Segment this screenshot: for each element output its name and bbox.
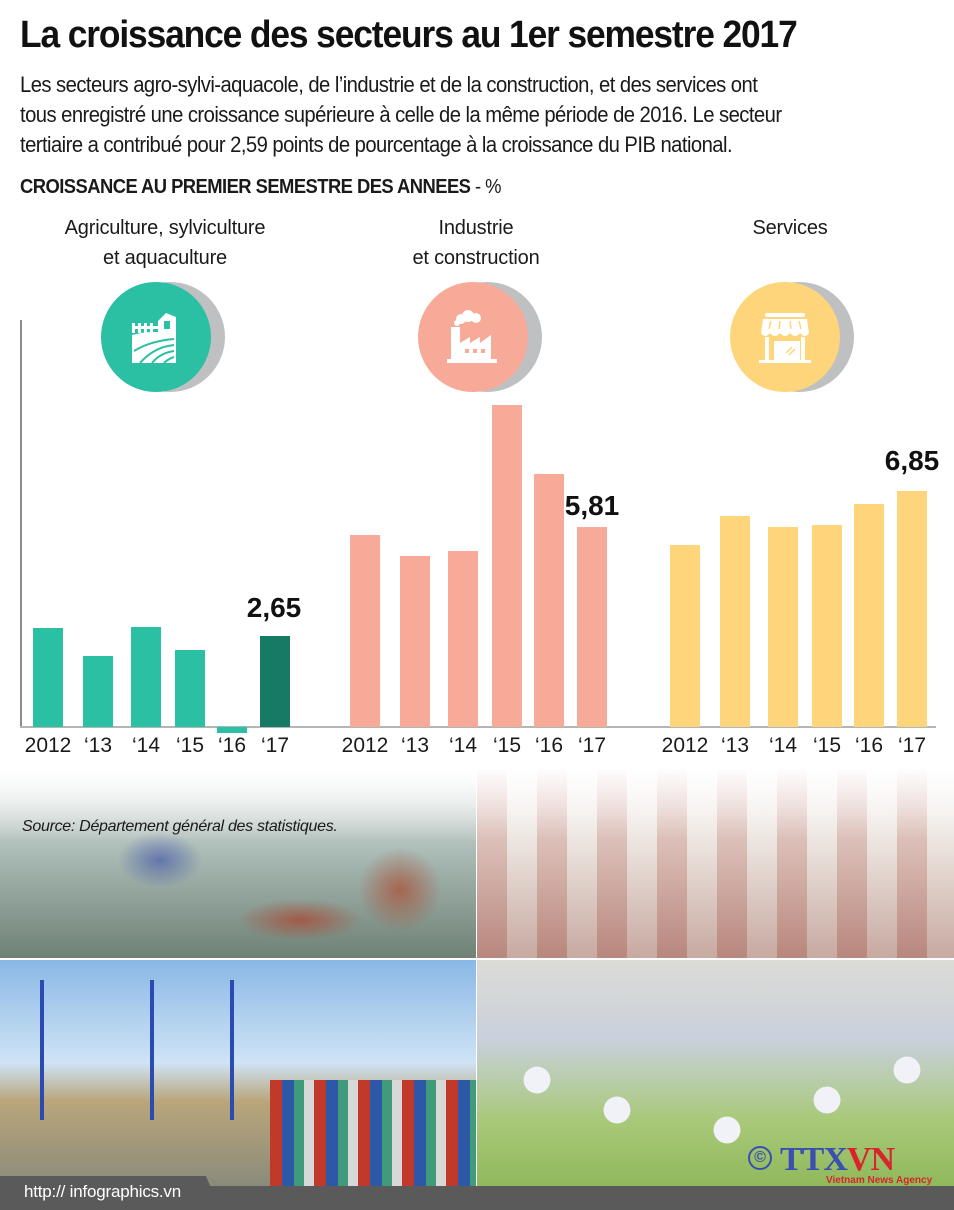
value-label-agriculture-2017: 2,65 [246, 592, 302, 623]
bar-2-2013 [720, 516, 750, 727]
copyright-icon: © [748, 1146, 772, 1170]
bar-1-2016 [534, 474, 564, 727]
lead-line: Les secteurs agro-sylvi-aquacole, de l’i… [20, 72, 758, 97]
value-label-industry-2017: 5,81 [564, 490, 620, 521]
year-label: 2012 [661, 734, 709, 757]
bar-1-2014 [448, 550, 478, 727]
year-label: ‘14 [131, 734, 161, 757]
year-label: 2012 [341, 734, 389, 757]
source-note: Source: Département général des statisti… [22, 818, 338, 835]
year-label: ‘15 [812, 734, 842, 757]
bar-2-2014 [768, 527, 798, 727]
factory-icon [418, 282, 542, 392]
bar-1-2012 [350, 534, 380, 727]
farm-icon [101, 282, 225, 392]
bar-1-2015 [492, 405, 522, 727]
page-title: La croissance des secteurs au 1er semest… [20, 14, 798, 56]
year-label: ‘16 [217, 734, 247, 757]
sector-label-line: Services [752, 217, 828, 239]
year-label: ‘17 [577, 734, 607, 757]
bar-0-2014 [131, 626, 161, 727]
chart-unit: - % [470, 176, 502, 198]
year-label: ‘15 [492, 734, 522, 757]
x-axis-line [20, 726, 936, 728]
bar-1-2013 [400, 556, 430, 727]
year-label: ‘15 [175, 734, 205, 757]
year-label: ‘16 [534, 734, 564, 757]
sector-label-line: et construction [412, 247, 540, 269]
lead-paragraph: Les secteurs agro-sylvi-aquacole, de l’i… [20, 70, 940, 160]
year-label: ‘13 [720, 734, 750, 757]
logo-brand-b: VN [846, 1141, 895, 1178]
value-label-services-2017: 6,85 [884, 445, 940, 476]
year-label: ‘17 [897, 734, 927, 757]
lead-line: tous enregistré une croissance supérieur… [20, 102, 782, 127]
year-label: ‘14 [768, 734, 798, 757]
year-label: ‘14 [448, 734, 478, 757]
bar-0-2013 [83, 656, 113, 727]
year-label: ‘13 [400, 734, 430, 757]
lead-line: tertiaire a contribué pour 2,59 points d… [20, 132, 733, 157]
logo-tagline: Vietnam News Agency [826, 1175, 933, 1186]
bar-0-2015 [175, 650, 205, 727]
sector-label-services: Services [660, 213, 920, 243]
bar-0-2017 [260, 635, 290, 727]
footer-url[interactable]: http:// infographics.vn [24, 1182, 181, 1201]
bar-2-2015 [812, 525, 842, 727]
bar-0-2012 [33, 627, 63, 727]
logo-brand: TTXVN [780, 1141, 895, 1178]
year-label: ‘17 [260, 734, 290, 757]
photo-processing-workers [477, 960, 954, 1188]
logo-brand-a: TTX [780, 1141, 848, 1178]
year-label: ‘13 [83, 734, 113, 757]
bar-2-2017 [897, 491, 927, 727]
year-label: ‘16 [854, 734, 884, 757]
sector-label-line: Agriculture, sylviculture [64, 217, 266, 239]
url-tab [0, 1176, 220, 1210]
photo-collage: Source: Département général des statisti… [0, 770, 954, 1210]
chart-heading-text: CROISSANCE AU PREMIER SEMESTRE DES ANNEE… [20, 176, 471, 198]
ttxvn-logo: © TTXVN Vietnam News Agency [740, 1143, 940, 1187]
sector-label-line: Industrie [438, 217, 514, 239]
shop-icon [730, 282, 854, 392]
bar-0-2016 [217, 727, 247, 734]
bar-1-2017 [577, 527, 607, 727]
sector-label-line: et aquaculture [103, 247, 227, 269]
bar-2-2012 [670, 545, 700, 727]
chart-heading: CROISSANCE AU PREMIER SEMESTRE DES ANNEE… [20, 176, 501, 199]
photo-container-port [0, 960, 476, 1188]
sector-label-agriculture: Agriculture, sylviculture et aquaculture [20, 213, 310, 273]
sector-label-industry: Industrie et construction [340, 213, 612, 273]
bar-2-2016 [854, 504, 884, 727]
year-label: 2012 [24, 734, 72, 757]
y-axis-line [20, 320, 22, 727]
